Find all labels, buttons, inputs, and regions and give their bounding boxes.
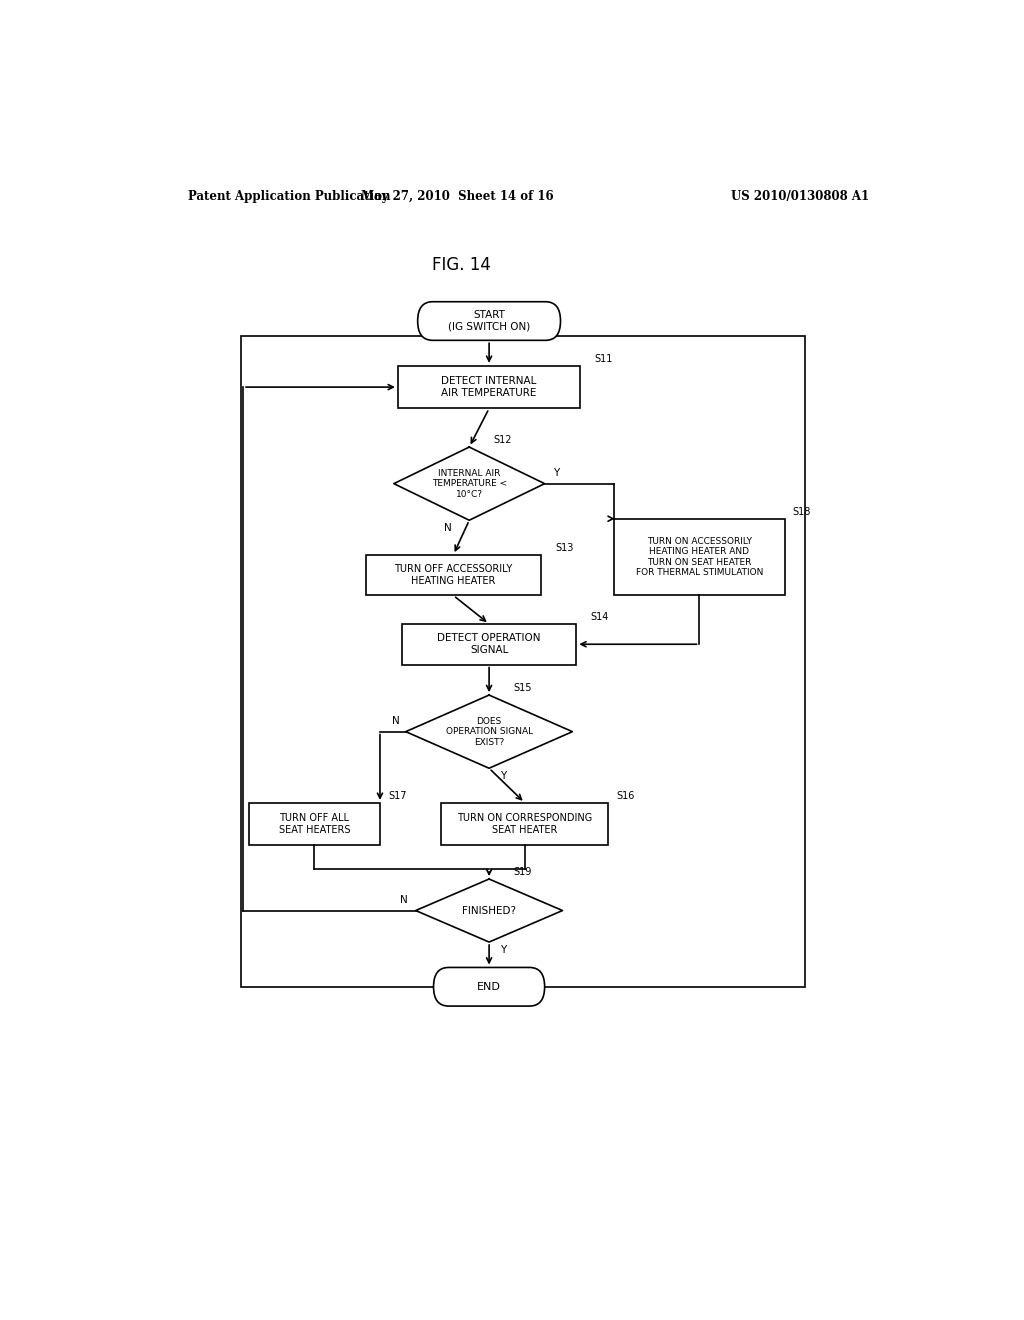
Text: S14: S14 xyxy=(591,612,609,622)
Text: May 27, 2010  Sheet 14 of 16: May 27, 2010 Sheet 14 of 16 xyxy=(361,190,554,202)
Text: END: END xyxy=(477,982,501,991)
FancyBboxPatch shape xyxy=(401,624,577,664)
Text: N: N xyxy=(400,895,408,906)
Text: S12: S12 xyxy=(494,436,512,445)
Text: FINISHED?: FINISHED? xyxy=(462,906,516,916)
FancyBboxPatch shape xyxy=(614,519,784,595)
Text: US 2010/0130808 A1: US 2010/0130808 A1 xyxy=(731,190,869,202)
Text: S15: S15 xyxy=(513,682,531,693)
Text: TURN OFF ACCESSORILY
HEATING HEATER: TURN OFF ACCESSORILY HEATING HEATER xyxy=(394,565,512,586)
Text: START
(IG SWITCH ON): START (IG SWITCH ON) xyxy=(447,310,530,331)
Text: DOES
OPERATION SIGNAL
EXIST?: DOES OPERATION SIGNAL EXIST? xyxy=(445,717,532,747)
Text: Patent Application Publication: Patent Application Publication xyxy=(187,190,390,202)
Text: S16: S16 xyxy=(616,791,635,801)
Text: TURN ON CORRESPONDING
SEAT HEATER: TURN ON CORRESPONDING SEAT HEATER xyxy=(457,813,593,836)
FancyBboxPatch shape xyxy=(433,968,545,1006)
Text: DETECT OPERATION
SIGNAL: DETECT OPERATION SIGNAL xyxy=(437,634,541,655)
Text: S13: S13 xyxy=(555,543,573,553)
Text: FIG. 14: FIG. 14 xyxy=(432,256,490,275)
Text: TURN OFF ALL
SEAT HEATERS: TURN OFF ALL SEAT HEATERS xyxy=(279,813,350,836)
Text: Y: Y xyxy=(501,771,507,781)
FancyBboxPatch shape xyxy=(441,803,608,846)
Text: DETECT INTERNAL
AIR TEMPERATURE: DETECT INTERNAL AIR TEMPERATURE xyxy=(441,376,537,397)
Text: TURN ON ACCESSORILY
HEATING HEATER AND
TURN ON SEAT HEATER
FOR THERMAL STIMULATI: TURN ON ACCESSORILY HEATING HEATER AND T… xyxy=(636,537,763,577)
Text: Y: Y xyxy=(553,469,560,478)
FancyBboxPatch shape xyxy=(397,366,581,408)
Text: S19: S19 xyxy=(513,867,531,876)
Text: N: N xyxy=(392,717,400,726)
Text: INTERNAL AIR
TEMPERATURE <
10°C?: INTERNAL AIR TEMPERATURE < 10°C? xyxy=(432,469,507,499)
FancyBboxPatch shape xyxy=(367,554,541,595)
Bar xyxy=(242,337,805,987)
Text: S11: S11 xyxy=(595,354,613,364)
FancyBboxPatch shape xyxy=(249,803,380,846)
Text: S18: S18 xyxy=(793,507,811,516)
Text: N: N xyxy=(444,523,452,533)
Text: Y: Y xyxy=(501,945,507,956)
Text: S17: S17 xyxy=(388,791,407,801)
FancyBboxPatch shape xyxy=(418,302,560,341)
